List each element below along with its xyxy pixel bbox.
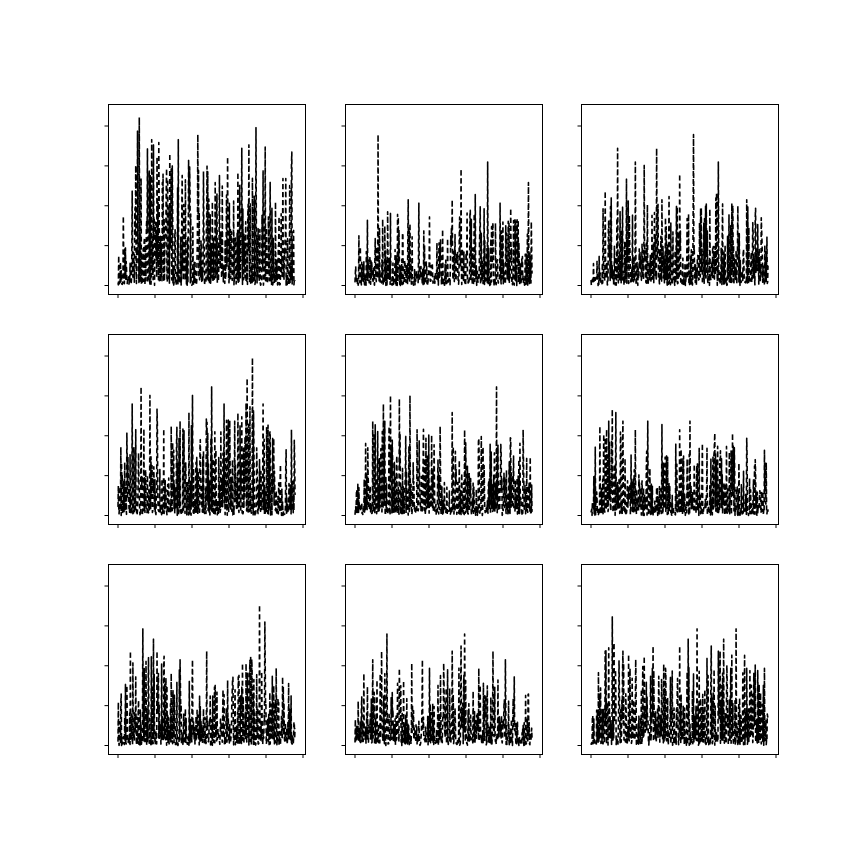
subplot-r1c2: [341, 104, 543, 298]
series-line: [117, 356, 296, 517]
axes-frame: [345, 564, 543, 755]
axes-frame: [108, 334, 306, 525]
series-line: [354, 633, 533, 747]
subplot-r3c1: [104, 564, 306, 758]
series-line: [590, 616, 769, 747]
subplot-r2c3: [577, 334, 779, 528]
series-line: [117, 116, 296, 287]
series-line: [590, 408, 769, 517]
axes-frame: [345, 104, 543, 295]
subplot-r1c3: [577, 104, 779, 298]
axes-frame: [108, 104, 306, 295]
axes-frame: [108, 564, 306, 755]
subplot-r2c2: [341, 334, 543, 528]
subplot-r2c1: [104, 334, 306, 528]
subplot-r3c3: [577, 564, 779, 758]
axes-frame: [581, 564, 779, 755]
subplot-r1c1: [104, 104, 306, 298]
series-line: [354, 386, 533, 517]
axes-frame: [581, 104, 779, 295]
series-line: [590, 133, 769, 287]
axes-frame: [345, 334, 543, 525]
axes-frame: [581, 334, 779, 525]
subplot-r3c2: [341, 564, 543, 758]
series-line: [117, 604, 296, 747]
series-line: [354, 133, 533, 287]
